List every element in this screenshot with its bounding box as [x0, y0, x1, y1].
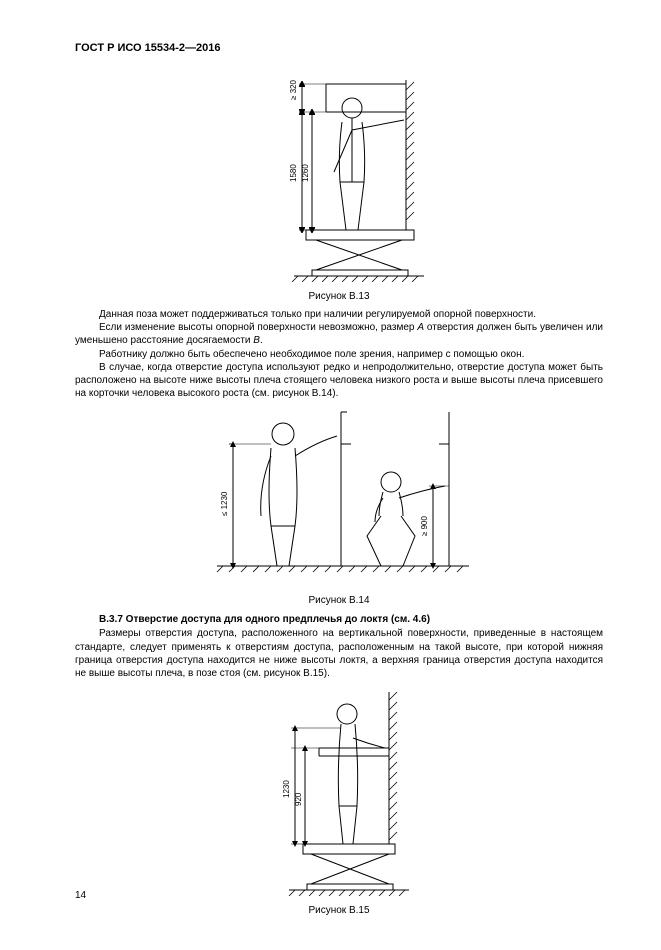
paragraph-block-1: Данная поза может поддерживаться только …: [75, 308, 603, 400]
para: Размеры отверстия доступа, расположенног…: [75, 627, 603, 680]
dim-label: ≥ 900: [420, 516, 429, 537]
figure-b15: 1230 920 Рисунок B.15: [75, 686, 603, 916]
figure-caption: Рисунок B.14: [75, 595, 603, 606]
figure-caption: Рисунок B.15: [75, 905, 603, 916]
dim-label: 1260: [301, 164, 310, 182]
document-header: ГОСТ Р ИСО 15534-2—2016: [75, 42, 603, 54]
page-number: 14: [75, 890, 86, 901]
dim-label: 920: [294, 792, 303, 806]
para: Работнику должно быть обеспечено необход…: [75, 348, 603, 361]
para: Если изменение высоты опорной поверхност…: [75, 321, 603, 347]
dim-label: ≤ 1230: [220, 491, 229, 516]
section-heading: B.3.7 Отверстие доступа для одного предп…: [75, 614, 603, 625]
figure-caption: Рисунок B.13: [75, 291, 603, 302]
dim-label: 1580: [289, 164, 298, 182]
para: В случае, когда отверстие доступа исполь…: [75, 361, 603, 401]
para: Данная поза может поддерживаться только …: [75, 308, 603, 321]
dim-label: 1230: [282, 780, 291, 798]
figure-b13: ≥ 320 1580 1260 Рисунок B.13: [75, 72, 603, 302]
figure-b14: ≤ 1230 ≥ 900 Рисунок B.14: [75, 406, 603, 606]
dim-label: ≥ 320: [289, 79, 298, 100]
